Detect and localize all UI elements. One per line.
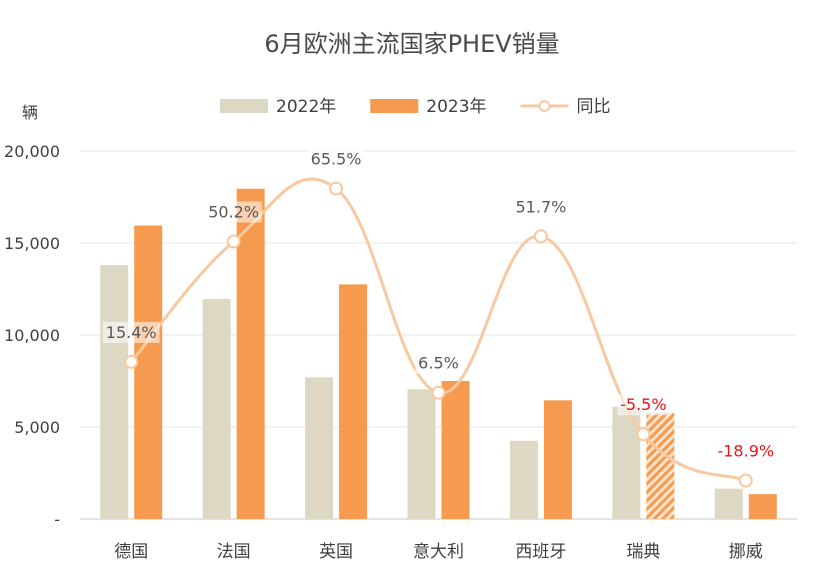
x-tick-label: 意大利: [413, 542, 464, 562]
chart-title: 6月欧洲主流国家PHEV销量: [264, 30, 559, 58]
legend-swatch: [370, 99, 419, 113]
bar-2022: [305, 377, 334, 519]
gridlines: [80, 150, 797, 520]
yoy-data-label: 50.2%: [208, 203, 259, 222]
yoy-line-group: 15.4% 50.2% 65.5% 6.5% 51.7% -5.5% -18.9%: [102, 148, 778, 488]
legend-label: 2022年: [276, 97, 336, 117]
yoy-label-bg: [205, 201, 263, 223]
legend-swatch: [220, 99, 268, 113]
x-tick-label: 挪威: [729, 542, 763, 562]
bar-2022: [509, 440, 538, 519]
x-tick-label: 法国: [217, 542, 251, 562]
legend-marker: [538, 100, 551, 112]
legend: 2022年 2023年 同比: [220, 97, 611, 117]
bar-2023: [236, 188, 265, 519]
yoy-label-bg: [415, 352, 462, 374]
legend-label: 2023年: [426, 97, 486, 117]
y-tick-label: -: [54, 510, 60, 529]
yoy-label-bg: [617, 394, 670, 416]
yoy-point: [533, 229, 548, 244]
bar-2023: [441, 381, 470, 519]
yoy-point: [124, 354, 139, 369]
bar-2023: [339, 284, 368, 519]
yoy-data-label: 6.5%: [418, 354, 459, 373]
yoy-data-label: -5.5%: [620, 395, 666, 414]
yoy-point: [329, 181, 344, 196]
y-tick-label: 20,000: [4, 142, 60, 161]
y-tick-label: 10,000: [4, 326, 60, 345]
yoy-label-bg: [307, 148, 365, 170]
yoy-data-label: 65.5%: [311, 150, 362, 169]
yoy-data-label: -18.9%: [717, 442, 774, 461]
yoy-point: [636, 427, 651, 442]
legend-label: 同比: [577, 97, 611, 117]
y-axis-ticks: - 5,000 10,000 15,000 20,000: [4, 142, 60, 529]
yoy-point: [226, 234, 241, 249]
x-tick-label: 瑞典: [626, 542, 660, 562]
y-tick-label: 15,000: [4, 234, 60, 253]
bar-2023: [134, 225, 163, 519]
yoy-label-bg: [102, 321, 160, 343]
bar-2023: [543, 400, 572, 519]
bar-2022: [407, 389, 436, 519]
y-tick-label: 5,000: [14, 418, 60, 437]
yoy-label-bg: [714, 440, 778, 462]
bar-2022: [714, 488, 743, 519]
x-tick-label: 西班牙: [515, 542, 566, 562]
yoy-point: [738, 473, 753, 488]
yoy-data-label: 15.4%: [106, 323, 157, 342]
x-axis-ticks: 德国 法国 英国 意大利 西班牙 瑞典 挪威: [114, 542, 763, 562]
y-axis-unit-label: 辆: [22, 103, 38, 122]
yoy-data-label: 51.7%: [516, 197, 567, 216]
bar-2022: [100, 265, 129, 519]
bar-2023: [748, 494, 777, 519]
yoy-label-bg: [512, 196, 570, 218]
bar-2023: [646, 413, 675, 519]
x-tick-label: 德国: [114, 542, 148, 562]
x-tick-label: 英国: [319, 542, 353, 562]
bar-2022: [202, 299, 231, 519]
bars-group: [100, 188, 777, 519]
yoy-point: [431, 385, 446, 400]
